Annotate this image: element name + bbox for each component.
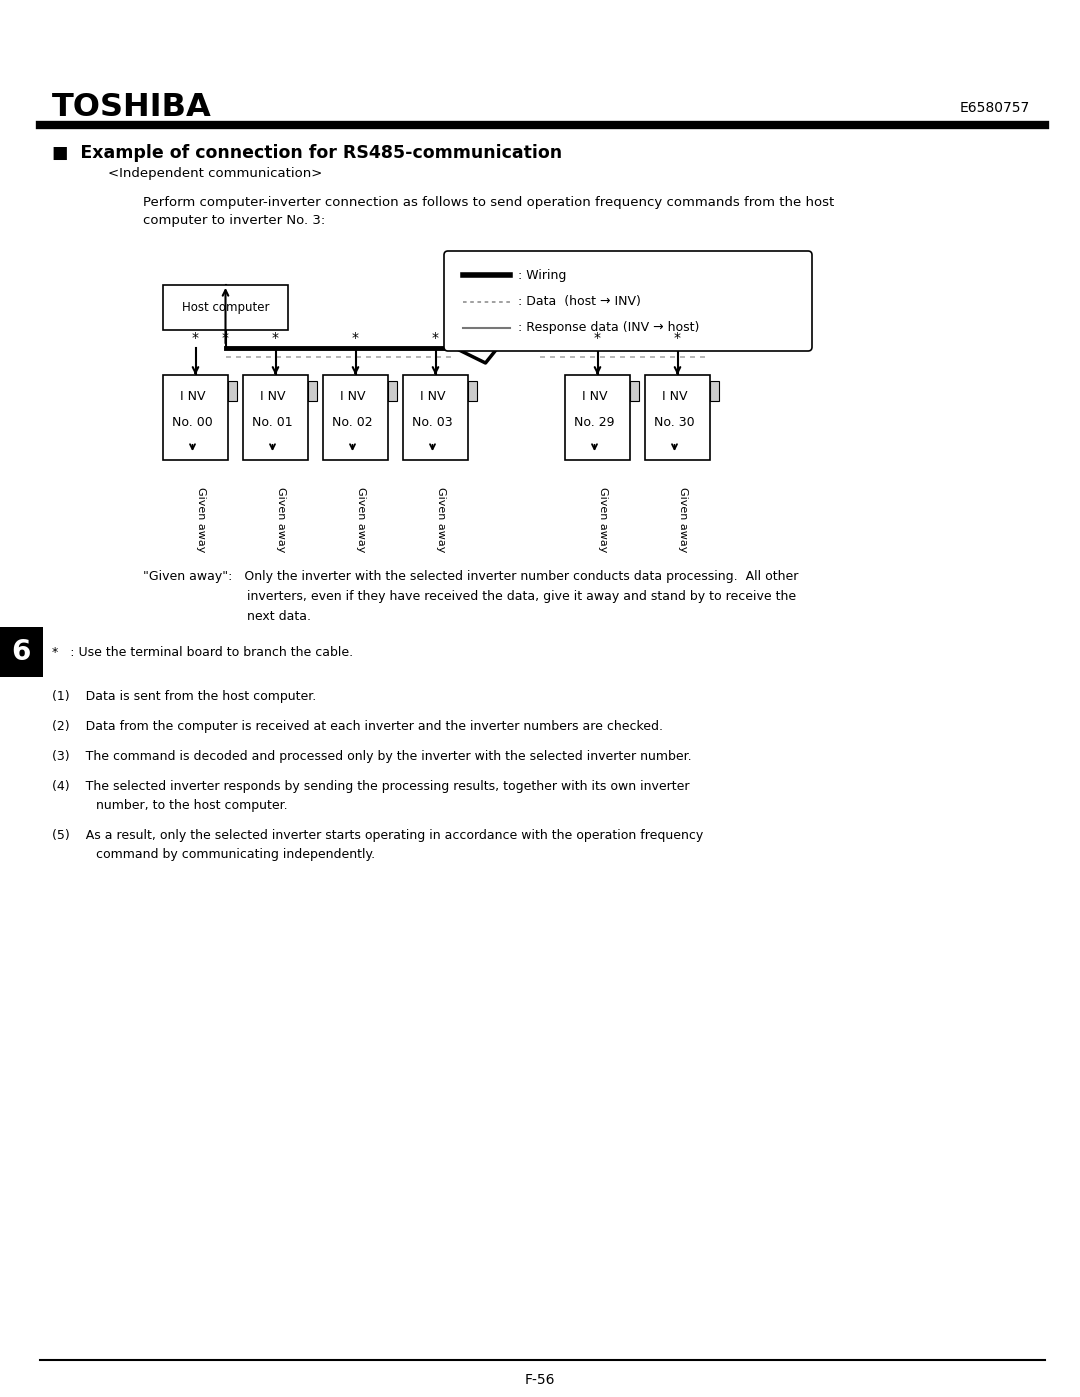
Bar: [645, 374, 710, 460]
Text: Given away: Given away: [275, 488, 285, 553]
Text: I NV: I NV: [179, 391, 205, 404]
Text: : Response data (INV → host): : Response data (INV → host): [518, 321, 700, 334]
Text: Given away: Given away: [355, 488, 365, 553]
Text: "Given away":   Only the inverter with the selected inverter number conducts dat: "Given away": Only the inverter with the…: [143, 570, 798, 583]
Text: computer to inverter No. 3:: computer to inverter No. 3:: [143, 214, 325, 226]
Text: Given away: Given away: [435, 488, 446, 553]
Text: I NV: I NV: [662, 391, 687, 404]
Text: 6: 6: [11, 638, 30, 666]
Text: Perform computer-inverter connection as follows to send operation frequency comm: Perform computer-inverter connection as …: [143, 196, 834, 210]
Text: Given away: Given away: [195, 488, 205, 553]
Text: F-56: F-56: [525, 1373, 555, 1387]
Text: (2)    Data from the computer is received at each inverter and the inverter numb: (2) Data from the computer is received a…: [52, 719, 663, 733]
Text: Given away: Given away: [677, 488, 688, 553]
Text: *: *: [674, 331, 680, 345]
Bar: [0, 627, 43, 678]
Bar: [228, 381, 237, 401]
Text: Host computer: Host computer: [181, 300, 269, 314]
Text: command by communicating independently.: command by communicating independently.: [52, 848, 375, 861]
Bar: [163, 285, 288, 330]
Text: *: *: [432, 331, 438, 345]
Text: *   : Use the terminal board to branch the cable.: * : Use the terminal board to branch the…: [52, 645, 353, 658]
Text: *: *: [191, 331, 199, 345]
Bar: [630, 381, 639, 401]
Text: *: *: [594, 331, 600, 345]
Text: (5)    As a result, only the selected inverter starts operating in accordance wi: (5) As a result, only the selected inver…: [52, 828, 703, 842]
Bar: [243, 374, 308, 460]
Text: inverters, even if they have received the data, give it away and stand by to rec: inverters, even if they have received th…: [143, 590, 796, 604]
Bar: [710, 381, 719, 401]
Text: I NV: I NV: [420, 391, 445, 404]
Text: *: *: [271, 331, 279, 345]
Text: No. 03: No. 03: [413, 416, 453, 429]
Bar: [308, 381, 318, 401]
Text: <Independent communication>: <Independent communication>: [108, 168, 322, 180]
Text: No. 02: No. 02: [333, 416, 373, 429]
Bar: [323, 374, 388, 460]
Text: E6580757: E6580757: [960, 101, 1030, 115]
Text: ■  Example of connection for RS485-communication: ■ Example of connection for RS485-commun…: [52, 144, 562, 162]
Text: Given away: Given away: [597, 488, 607, 553]
Text: No. 30: No. 30: [654, 416, 694, 429]
Text: *: *: [221, 331, 229, 345]
FancyBboxPatch shape: [444, 251, 812, 351]
Text: No. 00: No. 00: [172, 416, 213, 429]
Bar: [403, 374, 468, 460]
Bar: [468, 381, 477, 401]
Text: I NV: I NV: [340, 391, 365, 404]
Text: No. 01: No. 01: [253, 416, 293, 429]
Bar: [388, 381, 397, 401]
Text: No. 29: No. 29: [575, 416, 615, 429]
Text: : Wiring: : Wiring: [518, 268, 566, 282]
Text: TOSHIBA: TOSHIBA: [52, 92, 212, 123]
Bar: [565, 374, 630, 460]
Text: I NV: I NV: [260, 391, 285, 404]
Bar: [163, 374, 228, 460]
Text: : Data  (host → INV): : Data (host → INV): [518, 296, 640, 309]
Text: number, to the host computer.: number, to the host computer.: [52, 799, 287, 812]
Text: next data.: next data.: [143, 610, 311, 623]
Text: (1)    Data is sent from the host computer.: (1) Data is sent from the host computer.: [52, 690, 316, 703]
Text: (4)    The selected inverter responds by sending the processing results, togethe: (4) The selected inverter responds by se…: [52, 780, 689, 793]
Text: (3)    The command is decoded and processed only by the inverter with the select: (3) The command is decoded and processed…: [52, 750, 691, 763]
Text: *: *: [351, 331, 359, 345]
Text: I NV: I NV: [582, 391, 607, 404]
